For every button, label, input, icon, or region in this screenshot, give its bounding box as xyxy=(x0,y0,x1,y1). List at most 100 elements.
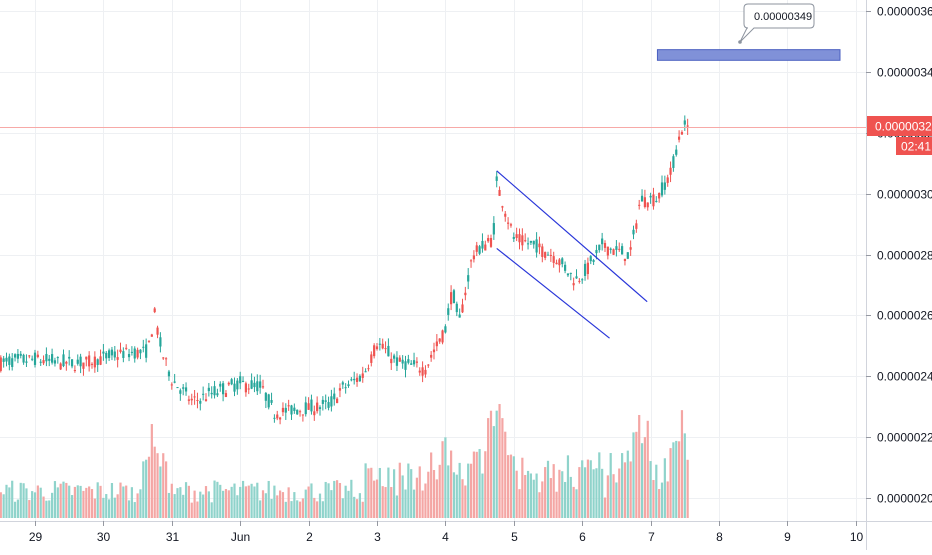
volume-bar xyxy=(632,432,635,518)
volume-bar xyxy=(578,467,581,518)
volume-bar xyxy=(666,481,669,518)
volume-bar xyxy=(341,498,344,518)
volume-bar xyxy=(546,460,550,518)
volume-bar xyxy=(11,480,14,518)
candle-body xyxy=(615,246,618,250)
volume-bar xyxy=(73,486,76,518)
volume-bar xyxy=(478,449,481,518)
volume-bar xyxy=(683,433,686,518)
volume-bar xyxy=(370,467,373,518)
candle-body xyxy=(261,386,265,388)
candle-body xyxy=(521,235,524,246)
volume-bar xyxy=(561,471,564,518)
volume-bar xyxy=(85,487,88,518)
candle-body xyxy=(373,345,376,357)
volume-bar xyxy=(105,494,108,518)
candle-body xyxy=(119,349,122,352)
volume-bar xyxy=(421,490,424,518)
candle-body xyxy=(88,355,91,367)
volume-bar xyxy=(393,469,396,518)
volume-bar xyxy=(529,473,532,518)
candle-body xyxy=(250,380,253,389)
volume-bar xyxy=(552,464,555,518)
volume-bar xyxy=(216,481,219,518)
candle-body xyxy=(284,407,287,413)
volume-bar xyxy=(623,462,627,518)
volume-bar xyxy=(586,459,589,518)
volume-bar xyxy=(167,492,171,518)
candle-body xyxy=(552,256,555,263)
candle-body xyxy=(96,359,99,365)
candle-body xyxy=(598,244,601,251)
candle-body xyxy=(544,252,547,258)
candle-body xyxy=(230,379,233,385)
price-axis[interactable]: 0.000003600.000003400.000003200.00000300… xyxy=(866,5,932,506)
candle-body xyxy=(481,240,484,249)
volume-bar xyxy=(612,474,615,518)
candle-body xyxy=(361,373,364,378)
volume-bar xyxy=(609,453,612,518)
candle-body xyxy=(498,189,501,196)
callout-bubble[interactable] xyxy=(739,3,815,43)
volume-bar xyxy=(108,499,111,518)
candle-body xyxy=(353,378,356,381)
candle-body xyxy=(387,345,390,357)
volume-bar xyxy=(484,451,487,518)
candle-body xyxy=(564,264,567,271)
volume-bar xyxy=(213,480,216,518)
candle-body xyxy=(487,238,490,242)
candle-body xyxy=(472,255,475,260)
volume-bar xyxy=(0,492,2,518)
candle-body xyxy=(167,371,171,377)
volume-bar xyxy=(501,418,504,518)
volume-bar xyxy=(110,483,114,518)
candle-body xyxy=(518,234,521,243)
volume-bar xyxy=(575,489,578,518)
volume-bar xyxy=(202,494,205,518)
candle-body xyxy=(93,356,96,368)
volume-bar xyxy=(581,460,584,518)
volume-bar xyxy=(184,482,188,518)
candle-body xyxy=(441,330,444,343)
channel-trendline xyxy=(496,170,648,303)
candle-body xyxy=(170,384,173,386)
volume-bar xyxy=(569,476,572,518)
candle-body xyxy=(73,370,76,372)
volume-bar xyxy=(39,487,42,518)
candle-body xyxy=(418,370,421,373)
volume-bar xyxy=(307,486,310,518)
candle-body xyxy=(267,394,270,408)
candle-body xyxy=(307,403,310,410)
volume-bar xyxy=(675,440,678,518)
candle-body xyxy=(561,258,564,265)
target-price-box xyxy=(656,49,841,61)
candle-body xyxy=(256,381,259,392)
candle-body xyxy=(68,356,71,359)
volume-bar xyxy=(196,501,199,518)
time-axis[interactable]: 29 30 31 Jun 2 3 4 5 6 7 8 9 10 xyxy=(29,521,864,544)
volume-bar xyxy=(564,481,567,518)
volume-bar xyxy=(384,487,387,518)
volume-bar xyxy=(618,468,621,518)
candlesticks[interactable] xyxy=(0,115,866,425)
candle-body xyxy=(344,387,347,389)
candle-body xyxy=(347,384,350,387)
candle-body xyxy=(524,240,527,242)
candle-body xyxy=(427,364,430,366)
price-callout[interactable]: 0.00000349 xyxy=(739,3,815,43)
x-tick-label: 10 xyxy=(850,530,864,544)
volume-bar xyxy=(481,473,484,518)
x-tick-label: 9 xyxy=(784,530,791,544)
candle-body xyxy=(583,263,587,276)
candle-body xyxy=(51,354,54,363)
candle-body xyxy=(566,273,570,276)
volume-bar xyxy=(222,490,225,518)
countdown-label-bg xyxy=(896,137,932,155)
candle-body xyxy=(683,120,686,125)
candle-body xyxy=(298,411,302,413)
candle-body xyxy=(398,357,401,362)
